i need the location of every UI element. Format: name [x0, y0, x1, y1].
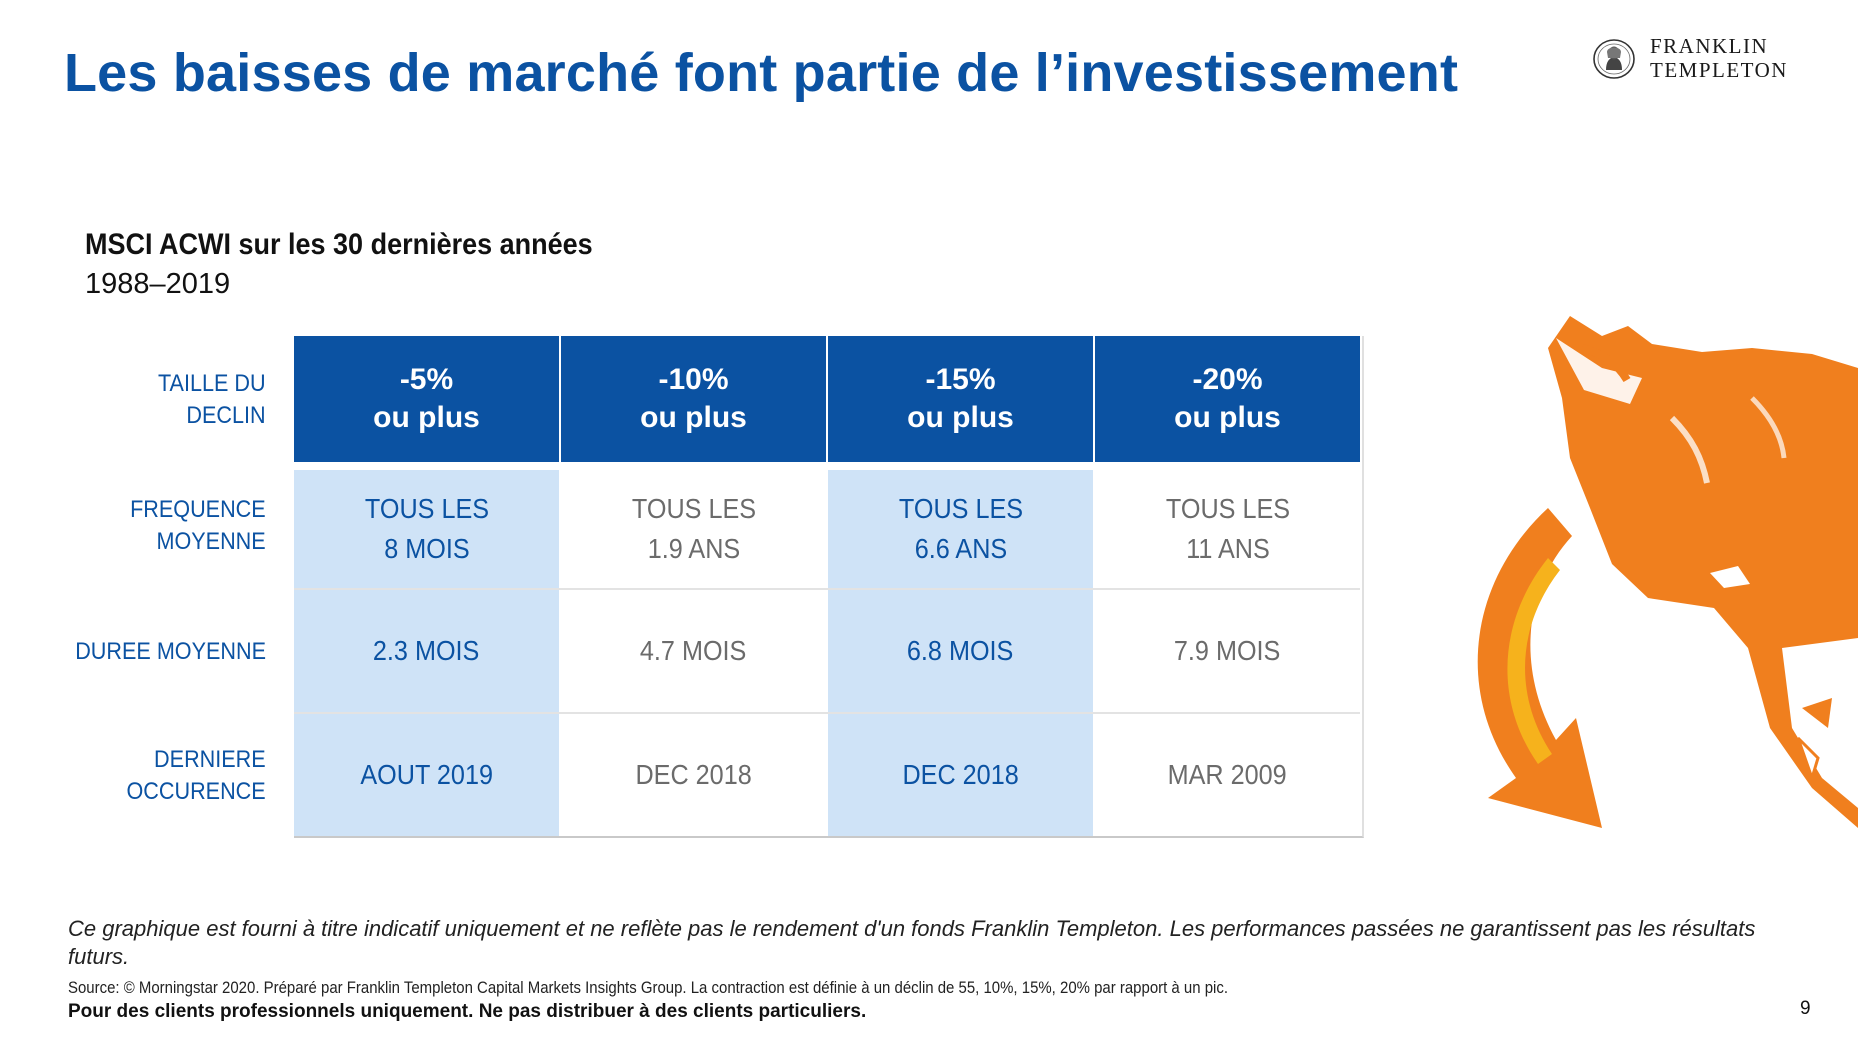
frequency-cell-15: TOUS LES 6.6 ANS — [828, 470, 1093, 588]
last-cell-5: AOUT 2019 — [294, 714, 559, 836]
franklin-portrait-seal-icon — [1593, 39, 1635, 79]
frequency-cell-5: TOUS LES 8 MOIS — [294, 470, 559, 588]
row-label-line: DUREE MOYENNE — [75, 638, 266, 665]
franklin-templeton-logo: FRANKLIN TEMPLETON — [1592, 34, 1802, 84]
decline-table: -5% ou plus -10% ou plus -15% ou plus -20% o… — [294, 336, 1364, 838]
duration-cell-20: 7.9 MOIS — [1095, 590, 1360, 712]
bear-muzzle-shape — [1782, 638, 1858, 808]
last-cell-10: DEC 2018 — [561, 714, 826, 836]
cell-value: 2.3 MOIS — [373, 635, 480, 666]
duration-cell-5: 2.3 MOIS — [294, 590, 559, 712]
logo-wordmark: FRANKLIN TEMPLETON — [1650, 34, 1788, 82]
header-line: -5% — [399, 363, 454, 396]
header-cell-15: -15% ou plus — [828, 336, 1093, 462]
cell-value: 7.9 MOIS — [1174, 635, 1281, 666]
bear-eye-shape — [1710, 566, 1750, 588]
last-cell-20: MAR 2009 — [1095, 714, 1360, 836]
chart-subtitle: MSCI ACWI sur les 30 dernières années — [85, 228, 593, 261]
header-line: ou plus — [1174, 401, 1281, 434]
logo-line-franklin: FRANKLIN — [1650, 34, 1769, 58]
cell-value: MAR 2009 — [1167, 759, 1288, 790]
logo-line-templeton: TEMPLETON — [1650, 58, 1788, 82]
cell-value: 4.7 MOIS — [640, 635, 747, 666]
cell-line: TOUS LES — [631, 493, 756, 524]
duration-cell-15: 6.8 MOIS — [828, 590, 1093, 712]
frequency-cell-20: TOUS LES 11 ANS — [1095, 470, 1360, 588]
cell-line: TOUS LES — [364, 493, 489, 524]
row-label-line: TAILLE DU — [158, 370, 266, 397]
disclaimer-text: Ce graphique est fourni à titre indicati… — [68, 916, 1756, 969]
row-label-line: MOYENNE — [156, 528, 266, 555]
cell-value: DEC 2018 — [635, 759, 752, 790]
header-cell-20: -20% ou plus — [1095, 336, 1360, 462]
duration-cell-10: 4.7 MOIS — [561, 590, 826, 712]
source-note: Source: © Morningstar 2020. Préparé par … — [68, 978, 1228, 997]
row-label-size: TAILLE DU DECLIN — [158, 368, 266, 432]
bear-market-illustration-icon — [1477, 316, 1858, 828]
professional-notice: Pour des clients professionnels uniqueme… — [68, 1001, 867, 1022]
last-cell-15: DEC 2018 — [828, 714, 1093, 836]
header-line: ou plus — [640, 401, 747, 434]
frequency-cell-10: TOUS LES 1.9 ANS — [561, 470, 826, 588]
row-label-line: DECLIN — [186, 402, 266, 429]
cell-line: TOUS LES — [898, 493, 1023, 524]
row-label-frequency: FREQUENCE MOYENNE — [130, 494, 266, 558]
cell-line: 6.6 ANS — [914, 533, 1007, 564]
header-line: ou plus — [373, 401, 480, 434]
header-line: -15% — [925, 363, 996, 396]
date-range: 1988–2019 — [85, 268, 231, 300]
slide-title: Les baisses de marché font partie de l’i… — [64, 43, 1459, 103]
row-label-line: OCCURENCE — [126, 778, 266, 805]
cell-value: AOUT 2019 — [360, 759, 493, 790]
bear-ear-shape — [1556, 338, 1642, 404]
cell-line: 8 MOIS — [383, 533, 470, 564]
header-cell-10: -10% ou plus — [561, 336, 826, 462]
row-label-duration: DUREE MOYENNE — [75, 636, 266, 668]
header-line: -20% — [1192, 363, 1263, 396]
header-line: ou plus — [907, 401, 1014, 434]
cell-value: 6.8 MOIS — [907, 635, 1014, 666]
page-number: 9 — [1800, 998, 1811, 1019]
cell-value: DEC 2018 — [902, 759, 1019, 790]
row-divider — [294, 712, 1360, 714]
row-label-line: FREQUENCE — [130, 496, 266, 523]
row-label-line: DERNIERE — [154, 746, 266, 773]
header-cell-5: -5% ou plus — [294, 336, 559, 462]
bear-arrow-shape — [1477, 508, 1602, 828]
header-line: -10% — [658, 363, 729, 396]
row-label-last-occurrence: DERNIERE OCCURENCE — [127, 744, 266, 808]
cell-line: TOUS LES — [1165, 493, 1290, 524]
row-divider — [294, 588, 1360, 590]
cell-line: 11 ANS — [1185, 533, 1270, 564]
cell-line: 1.9 ANS — [647, 533, 740, 564]
